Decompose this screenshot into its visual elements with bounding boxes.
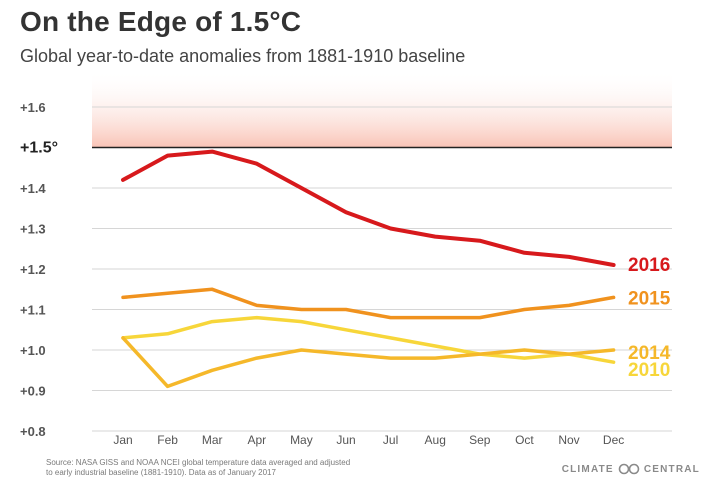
x-tick-label: Nov — [558, 433, 579, 447]
x-tick-label: Mar — [202, 433, 223, 447]
brand-logo: CLIMATE CENTRAL — [562, 463, 700, 475]
series-line-2016 — [121, 149, 616, 267]
series-label-2014: 2014 — [628, 343, 671, 364]
series-label-2015: 2015 — [628, 288, 671, 309]
series-line-2010 — [121, 315, 616, 364]
y-tick-label: +0.9 — [20, 384, 46, 399]
x-tick-label: May — [290, 433, 313, 447]
x-tick-label: Apr — [247, 433, 266, 447]
x-tick-label: Jul — [383, 433, 398, 447]
source-note: Source: NASA GISS and NOAA NCEI global t… — [46, 458, 376, 478]
x-tick-label: Jun — [336, 433, 355, 447]
x-tick-label: Jan — [113, 433, 132, 447]
brand-text-right: CENTRAL — [643, 463, 700, 475]
brand-text-left: CLIMATE — [561, 463, 614, 475]
x-tick-label: Sep — [469, 433, 491, 447]
climate-central-logo-icon — [618, 463, 640, 475]
y-tick-label: +1.0 — [20, 343, 46, 358]
source-line-2: to early industrial baseline (1881-1910)… — [46, 468, 276, 477]
source-line-1: Source: NASA GISS and NOAA NCEI global t… — [46, 458, 351, 467]
series-line-2015 — [121, 287, 616, 320]
y-tick-label: +1.6 — [20, 100, 46, 115]
y-tick-label: +1.5° — [20, 140, 58, 157]
series-line-2014 — [121, 336, 616, 389]
x-tick-label: Oct — [515, 433, 534, 447]
x-tick-label: Dec — [603, 433, 624, 447]
chart-subtitle: Global year-to-date anomalies from 1881-… — [20, 46, 466, 66]
y-tick-label: +1.1 — [20, 303, 46, 318]
x-tick-label: Feb — [157, 433, 178, 447]
y-tick-label: +0.8 — [20, 424, 46, 439]
x-tick-label: Aug — [425, 433, 446, 447]
series-label-2010: 2010 — [628, 360, 670, 381]
y-tick-label: +1.3 — [20, 222, 46, 237]
chart-title: On the Edge of 1.5°C — [20, 6, 302, 37]
danger-zone-band — [92, 70, 672, 148]
series-label-2016: 2016 — [628, 255, 670, 276]
y-tick-label: +1.4 — [20, 181, 46, 196]
y-tick-label: +1.2 — [20, 262, 46, 277]
